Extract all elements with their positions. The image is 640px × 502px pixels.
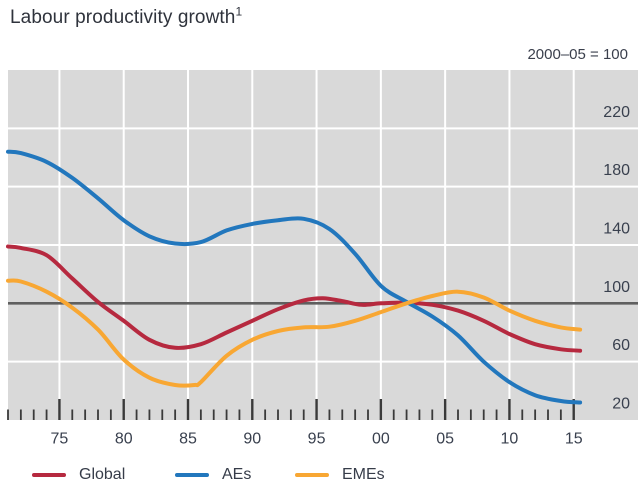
series-line-global <box>6 244 583 353</box>
unit-label: 2000–05 = 100 <box>527 46 628 63</box>
legend-item-global: Global <box>32 464 125 486</box>
footnote-marker: 1 <box>235 4 243 19</box>
y-axis-label: 220 <box>603 104 630 121</box>
emes-line-swatch <box>295 473 329 477</box>
y-axis-label: 60 <box>612 337 630 354</box>
legend-label-aes: AEs <box>222 466 252 483</box>
y-axis-label: 180 <box>603 162 630 179</box>
title-text: Labour productivity growth <box>10 7 236 28</box>
x-axis-label: 80 <box>115 430 133 447</box>
legend-item-emes: EMEs <box>295 464 385 486</box>
page-title: Labour productivity growth1 <box>10 4 243 29</box>
y-axis-label: 100 <box>603 279 630 296</box>
legend-label-emes: EMEs <box>342 466 385 483</box>
aes-line-swatch <box>175 473 209 477</box>
x-axis-label: 85 <box>179 430 197 447</box>
x-axis-label: 90 <box>243 430 261 447</box>
x-axis-label: 00 <box>372 430 390 447</box>
x-axis-label: 75 <box>51 430 69 447</box>
y-axis-label: 20 <box>612 396 630 413</box>
productivity-chart: 220 180 140 100 60 20 75 80 85 90 95 00 05 10 15 <box>6 70 638 447</box>
x-axis-label: 10 <box>501 430 519 447</box>
x-axis-label: 95 <box>308 430 326 447</box>
legend-item-aes: AEs <box>175 464 251 486</box>
x-axis-label: 05 <box>436 430 454 447</box>
series-line-emes <box>6 278 583 388</box>
x-axis-label: 15 <box>565 430 583 447</box>
chart-legend: Global AEs EMEs <box>0 464 640 486</box>
y-axis-label: 140 <box>603 221 630 238</box>
global-line-swatch <box>32 473 66 477</box>
series-line-aes <box>6 149 583 405</box>
legend-label-global: Global <box>79 466 126 483</box>
